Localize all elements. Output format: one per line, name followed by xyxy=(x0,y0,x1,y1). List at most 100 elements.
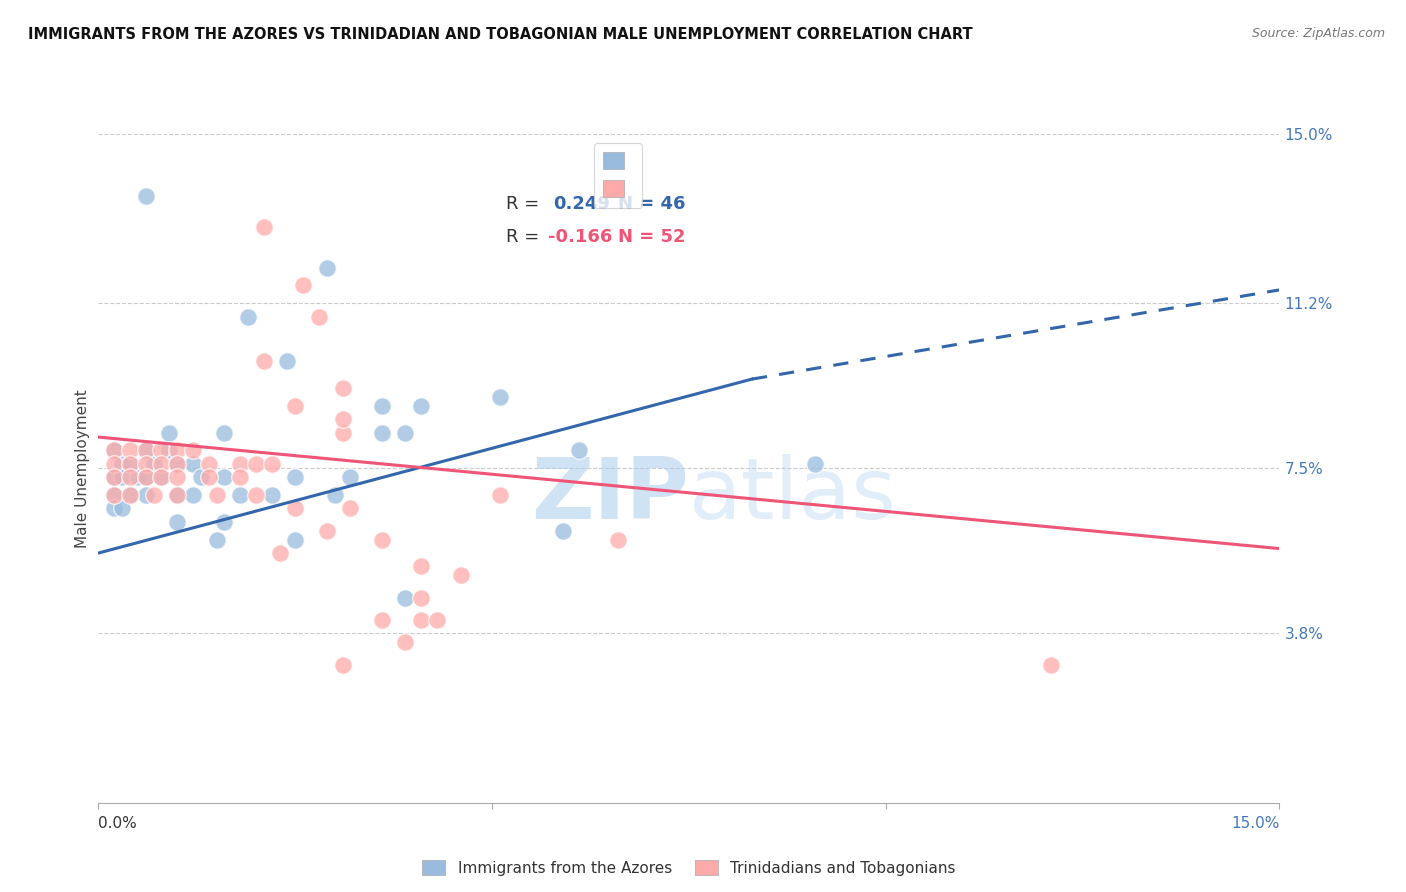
Point xyxy=(157,443,180,458)
Point xyxy=(568,443,591,458)
Point xyxy=(181,457,204,471)
Point xyxy=(339,501,361,516)
Point xyxy=(236,310,259,324)
Point xyxy=(103,443,125,458)
Point xyxy=(166,488,188,502)
Legend: Immigrants from the Azores, Trinidadians and Tobagonians: Immigrants from the Azores, Trinidadians… xyxy=(416,855,962,882)
Point xyxy=(135,470,157,484)
Point xyxy=(260,488,283,502)
Point xyxy=(214,515,236,529)
Point xyxy=(118,470,141,484)
Text: 15.0%: 15.0% xyxy=(1232,816,1279,831)
Point xyxy=(214,425,236,440)
Point xyxy=(181,443,204,458)
Point xyxy=(166,457,188,471)
Point xyxy=(118,488,141,502)
Point xyxy=(551,524,574,538)
Point xyxy=(284,501,307,516)
Text: Source: ZipAtlas.com: Source: ZipAtlas.com xyxy=(1251,27,1385,40)
Point xyxy=(371,399,394,413)
Point xyxy=(103,470,125,484)
Text: 0.249: 0.249 xyxy=(553,195,610,213)
Point xyxy=(607,533,630,547)
Point xyxy=(127,470,149,484)
Point xyxy=(103,488,125,502)
Point xyxy=(332,657,354,672)
Text: N = 46: N = 46 xyxy=(619,195,686,213)
Point xyxy=(394,591,416,605)
Point xyxy=(339,470,361,484)
Point xyxy=(111,501,134,516)
Point xyxy=(103,488,125,502)
Point xyxy=(411,399,433,413)
Point xyxy=(190,470,212,484)
Point xyxy=(103,457,125,471)
Point xyxy=(205,533,228,547)
Point xyxy=(332,425,354,440)
Point xyxy=(214,470,236,484)
Point xyxy=(111,470,134,484)
Point xyxy=(276,354,298,368)
Point xyxy=(411,559,433,574)
Text: R =: R = xyxy=(506,195,538,213)
Point xyxy=(371,425,394,440)
Point xyxy=(181,488,204,502)
Point xyxy=(426,613,449,627)
Point xyxy=(150,470,173,484)
Point xyxy=(135,488,157,502)
Point xyxy=(269,546,291,560)
Point xyxy=(394,635,416,649)
Point xyxy=(1040,657,1063,672)
Text: atlas: atlas xyxy=(689,453,897,537)
Point xyxy=(253,220,276,235)
Text: R =: R = xyxy=(506,228,538,246)
Point xyxy=(323,488,346,502)
Point xyxy=(292,278,315,293)
Point xyxy=(197,457,219,471)
Point xyxy=(205,488,228,502)
Point xyxy=(166,457,188,471)
Point xyxy=(245,457,267,471)
Point xyxy=(371,533,394,547)
Point xyxy=(157,425,180,440)
Point xyxy=(135,457,157,471)
Point xyxy=(489,488,512,502)
Point xyxy=(118,443,141,458)
Point xyxy=(135,443,157,458)
Text: IMMIGRANTS FROM THE AZORES VS TRINIDADIAN AND TOBAGONIAN MALE UNEMPLOYMENT CORRE: IMMIGRANTS FROM THE AZORES VS TRINIDADIA… xyxy=(28,27,973,42)
Point xyxy=(394,425,416,440)
Text: -0.166: -0.166 xyxy=(548,228,613,246)
Point xyxy=(150,457,173,471)
Point xyxy=(315,524,337,538)
Point xyxy=(142,457,165,471)
Point xyxy=(332,412,354,426)
Point xyxy=(229,457,252,471)
Point xyxy=(284,399,307,413)
Point xyxy=(142,488,165,502)
Point xyxy=(166,443,188,458)
Point xyxy=(308,310,330,324)
Point xyxy=(411,613,433,627)
Point xyxy=(229,488,252,502)
Point xyxy=(166,515,188,529)
Point xyxy=(450,568,472,582)
Point xyxy=(150,470,173,484)
Point xyxy=(135,470,157,484)
Point xyxy=(411,591,433,605)
Point xyxy=(245,488,267,502)
Point xyxy=(118,457,141,471)
Point xyxy=(332,381,354,395)
Point xyxy=(489,390,512,404)
Point xyxy=(284,533,307,547)
Point xyxy=(118,488,141,502)
Text: N = 52: N = 52 xyxy=(619,228,686,246)
Point xyxy=(253,354,276,368)
Point xyxy=(103,501,125,516)
Text: ZIP: ZIP xyxy=(531,453,689,537)
Point xyxy=(197,470,219,484)
Point xyxy=(150,443,173,458)
Point xyxy=(135,443,157,458)
Point xyxy=(166,470,188,484)
Point xyxy=(103,443,125,458)
Point xyxy=(804,457,827,471)
